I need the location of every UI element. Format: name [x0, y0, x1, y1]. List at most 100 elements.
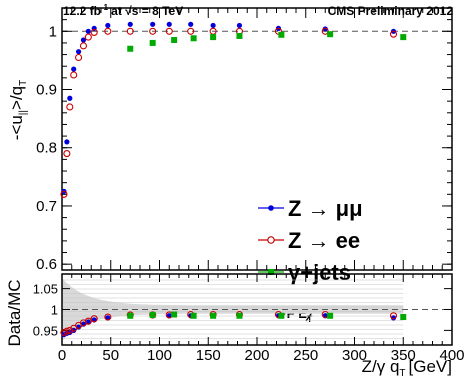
ratio-point-gammajets	[278, 312, 285, 319]
ratio-plot-panel: 0.95 1 1.05 0 50 100 150 200 250 300 350 400	[33, 273, 465, 364]
main-point-gammajets	[127, 45, 134, 52]
main-point-zee	[60, 190, 68, 198]
main-point-gammajets	[149, 39, 156, 46]
lumi-value: 12.2 fb	[63, 4, 101, 18]
ratio-point-zmumu	[166, 313, 172, 319]
legend-label-zee: Z → ee	[288, 228, 360, 253]
main-point-zee	[187, 27, 195, 35]
ratio-x-tick-label: 100	[147, 347, 172, 364]
ratio-point-zmumu	[390, 315, 397, 321]
main-y-tick-label: 0.6	[36, 256, 57, 273]
legend-entry-zmumu: Z → μμ	[258, 196, 363, 221]
main-y-label-part1: -<u	[7, 115, 26, 140]
main-point-zmumu	[67, 95, 73, 101]
main-point-zee	[165, 27, 173, 35]
ratio-x-tick-label: 150	[196, 347, 221, 364]
main-point-zee	[70, 71, 78, 79]
legend-marker-zmumu	[268, 205, 274, 211]
main-y-tick-label: 0.9	[36, 82, 57, 99]
ratio-point-gammajets	[327, 312, 334, 319]
ratio-y-axis-label: Data/MC	[5, 279, 24, 346]
main-y-tick-label: 0.8	[36, 140, 57, 157]
main-point-zmumu	[80, 37, 87, 43]
main-point-zmumu	[71, 66, 77, 72]
ratio-point-zmumu	[105, 315, 111, 321]
main-y-label-sub1: ||	[18, 110, 29, 115]
main-point-zmumu	[85, 28, 91, 34]
main-y-tick-label: 0.7	[36, 198, 57, 215]
ratio-y-tick-label: 1	[51, 303, 58, 318]
main-point-zmumu	[127, 21, 133, 27]
ratio-point-gammajets	[127, 312, 134, 319]
main-point-zmumu	[210, 22, 216, 29]
main-point-gammajets	[327, 31, 334, 38]
main-point-zee	[66, 103, 74, 111]
ratio-x-tick-label: 250	[293, 347, 318, 364]
main-y-label-sub2: T	[18, 80, 29, 86]
main-y-label-part2: >/q	[7, 86, 26, 110]
ratio-point-gammajets	[190, 312, 197, 319]
legend-label-zmumu: Z → μμ	[288, 196, 363, 221]
main-point-gammajets	[278, 31, 285, 38]
ratio-point-zee	[90, 315, 98, 323]
legend-entry-gammajets: γ+jets	[258, 260, 351, 285]
x-label-sub: T	[399, 368, 405, 376]
main-point-gammajets	[210, 34, 217, 41]
ratio-point-zee	[389, 312, 398, 320]
main-y-axis-label: -<u||>/qT	[7, 80, 29, 140]
x-label-main: Z/γ q	[362, 357, 400, 376]
experiment-label: CMS Preliminary 2012	[328, 4, 454, 18]
main-point-gammajets	[400, 34, 407, 41]
ratio-y-tick-label: 1.05	[33, 282, 58, 297]
main-point-zee	[389, 30, 398, 38]
legend-marker-zee	[267, 236, 275, 244]
main-plot-frame	[61, 7, 453, 271]
main-point-zee	[79, 42, 87, 50]
main-point-zmumu	[236, 22, 243, 29]
ratio-x-tick-label: 300	[342, 347, 367, 364]
ratio-x-tick-label: 50	[102, 347, 119, 364]
main-y-axis: 0.6 0.7 0.8 0.9 1	[36, 8, 453, 273]
ratio-point-zee	[84, 317, 92, 325]
ratio-y-tick-label: 0.95	[33, 323, 58, 338]
main-point-gammajets	[190, 35, 197, 42]
ratio-x-tick-label: 350	[391, 347, 416, 364]
main-point-zee	[75, 53, 83, 62]
ratio-point-zmumu	[85, 319, 91, 325]
main-point-zmumu	[64, 139, 70, 145]
ratio-point-gammajets	[210, 312, 217, 319]
legend: Z → μμ Z → ee γ+jets	[258, 196, 363, 285]
ratio-point-gammajets	[236, 312, 243, 319]
x-label-unit: [GeV]	[409, 357, 452, 376]
main-point-gammajets	[236, 32, 243, 39]
legend-marker-gammajets	[268, 269, 274, 275]
main-data-points	[60, 21, 407, 198]
legend-label-gammajets: γ+jets	[288, 260, 351, 285]
legend-entry-zee: Z → ee	[258, 228, 360, 253]
main-point-zee	[84, 33, 92, 41]
main-point-zmumu	[188, 21, 194, 27]
ratio-data-points	[60, 310, 407, 338]
main-point-zee	[104, 27, 112, 35]
main-point-zee	[149, 27, 157, 35]
energy-label: at √s = 8 TeV	[111, 4, 183, 18]
pf-met-subscript: T	[307, 314, 313, 324]
main-point-zmumu	[105, 22, 111, 29]
ratio-x-tick-label: 200	[244, 347, 269, 364]
main-point-zee	[63, 150, 71, 158]
ratio-point-zee	[66, 326, 74, 334]
ratio-x-tick-label: 0	[58, 347, 66, 364]
ratio-point-gammajets	[149, 311, 156, 318]
ratio-point-zee	[63, 327, 71, 335]
ratio-x-tick-label: 400	[439, 347, 464, 364]
main-point-zee	[90, 28, 98, 37]
ratio-point-gammajets	[400, 314, 407, 321]
main-point-zee	[126, 27, 134, 35]
x-axis-label: Z/γ qT [GeV]	[362, 357, 452, 376]
main-point-zmumu	[322, 26, 328, 32]
ratio-point-zee	[79, 319, 87, 327]
main-point-gammajets	[171, 37, 178, 44]
ratio-point-gammajets	[171, 311, 178, 318]
ratio-axes: 0.95 1 1.05 0 50 100 150 200 250 300 350 400	[33, 274, 465, 364]
